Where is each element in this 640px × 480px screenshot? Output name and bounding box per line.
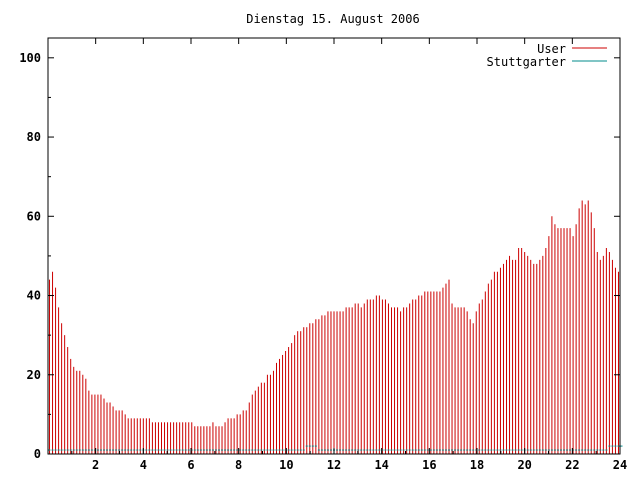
legend-label-stuttgarter: Stuttgarter [487, 55, 566, 69]
chart-title: Dienstag 15. August 2006 [246, 12, 419, 26]
y-tick-label: 0 [34, 447, 41, 461]
y-tick-label: 60 [27, 209, 41, 223]
legend: User Stuttgarter [487, 42, 607, 69]
plot-marks [48, 200, 623, 454]
x-tick-label: 16 [422, 458, 436, 472]
x-tick-label: 22 [565, 458, 579, 472]
x-tick-label: 6 [187, 458, 194, 472]
x-tick-label: 2 [92, 458, 99, 472]
y-tick-label: 100 [19, 51, 41, 65]
x-tick-label: 8 [235, 458, 242, 472]
x-tick-label: 12 [327, 458, 341, 472]
y-tick-label: 40 [27, 289, 41, 303]
x-tick-label: 14 [374, 458, 388, 472]
x-tick-label: 20 [517, 458, 531, 472]
y-tick-label: 80 [27, 130, 41, 144]
x-tick-label: 24 [613, 458, 627, 472]
legend-label-user: User [537, 42, 566, 56]
y-axis: 0 20 40 60 80 100 [19, 51, 620, 461]
x-tick-label: 10 [279, 458, 293, 472]
y-tick-label: 20 [27, 368, 41, 382]
x-tick-label: 4 [140, 458, 147, 472]
x-axis: 2 4 6 8 10 12 14 16 18 20 22 24 [71, 38, 627, 472]
x-tick-label: 18 [470, 458, 484, 472]
